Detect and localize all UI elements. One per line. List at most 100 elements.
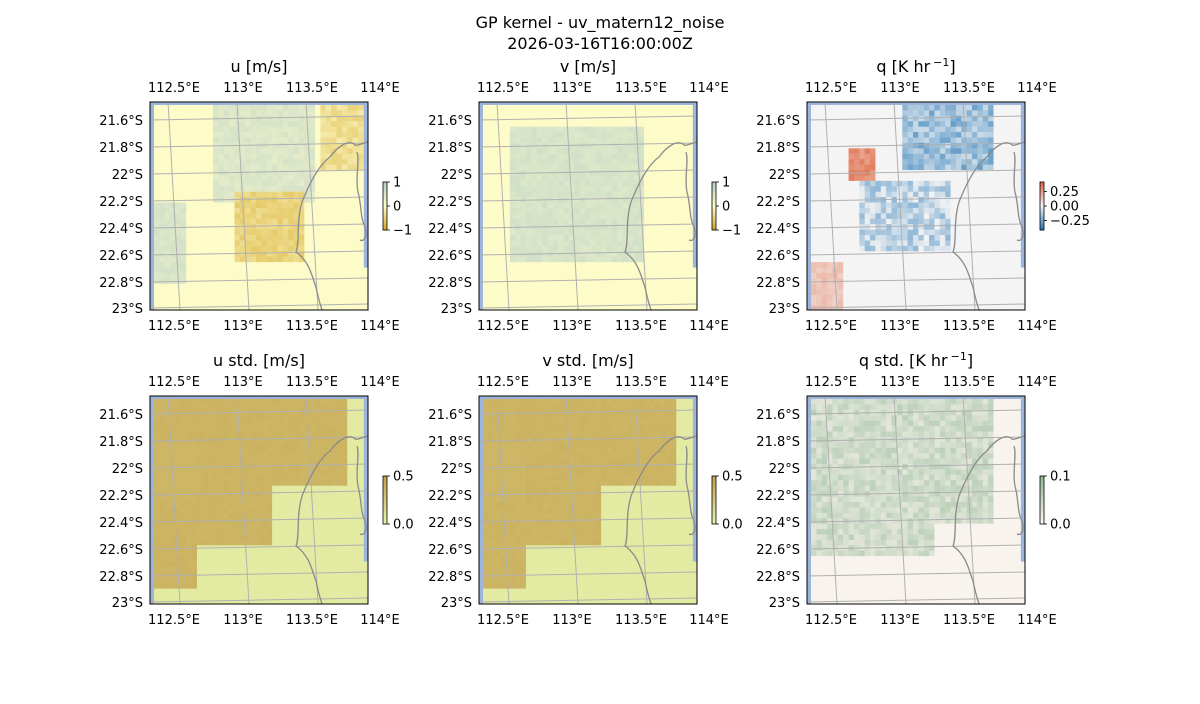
heatmap-cell: [612, 148, 618, 154]
heatmap-cell: [256, 437, 262, 443]
heatmap-cell: [865, 268, 871, 274]
heatmap-cell: [531, 165, 537, 171]
heatmap-cell: [854, 289, 860, 295]
heatmap-cell: [945, 186, 951, 192]
heatmap-cell: [601, 268, 607, 274]
heatmap-cell: [580, 203, 586, 209]
heatmap-cell: [245, 278, 251, 284]
heatmap-cell: [811, 116, 817, 122]
heatmap-cell: [261, 399, 267, 405]
heatmap-cell: [875, 251, 881, 257]
heatmap-cell: [816, 235, 822, 241]
heatmap-cell: [277, 192, 283, 198]
heatmap-cell: [644, 154, 650, 160]
heatmap-cell: [245, 246, 251, 252]
heatmap-cell: [283, 410, 289, 416]
heatmap-cell: [816, 143, 822, 149]
heatmap-cell: [902, 127, 908, 133]
heatmap-cell: [859, 175, 865, 181]
heatmap-cell: [547, 295, 553, 301]
heatmap-cell: [521, 230, 527, 236]
heatmap-cell: [687, 262, 693, 268]
heatmap-cell: [875, 262, 881, 268]
heatmap-cell: [542, 240, 548, 246]
heatmap-cell: [827, 203, 833, 209]
heatmap-cell: [197, 273, 203, 279]
heatmap-cell: [154, 410, 160, 416]
heatmap-cell: [617, 262, 623, 268]
heatmap-cell: [175, 219, 181, 225]
heatmap-cell: [934, 230, 940, 236]
heatmap-cell: [537, 132, 543, 138]
heatmap-cell: [175, 208, 181, 214]
heatmap-cell: [988, 110, 994, 116]
heatmap-cell: [639, 203, 645, 209]
heatmap-cell: [682, 110, 688, 116]
heatmap-cell: [315, 127, 321, 133]
heatmap-cell: [315, 432, 321, 438]
heatmap-cell: [649, 132, 655, 138]
heatmap-cell: [261, 159, 267, 165]
heatmap-cell: [623, 175, 629, 181]
heatmap-cell: [294, 404, 300, 410]
heatmap-cell: [558, 284, 564, 290]
heatmap-cell: [924, 208, 930, 214]
heatmap-cell: [666, 268, 672, 274]
heatmap-cell: [1015, 110, 1021, 116]
heatmap-cell: [617, 165, 623, 171]
heatmap-cell: [811, 127, 817, 133]
heatmap-cell: [192, 268, 198, 274]
heatmap-cell: [606, 110, 612, 116]
heatmap-cell: [655, 295, 661, 301]
heatmap-cell: [961, 219, 967, 225]
lon-tick-label: 112.5°E: [805, 81, 857, 96]
heatmap-cell: [934, 148, 940, 154]
heatmap-cell: [320, 208, 326, 214]
heatmap-cell: [347, 257, 353, 263]
heatmap-cell: [988, 208, 994, 214]
heatmap-cell: [504, 165, 510, 171]
heatmap-cell: [854, 213, 860, 219]
heatmap-cell: [913, 230, 919, 236]
heatmap-cell: [596, 175, 602, 181]
heatmap-cell: [929, 230, 935, 236]
heatmap-cell: [671, 300, 677, 306]
heatmap-cell: [951, 105, 957, 111]
heatmap-cell: [956, 181, 962, 187]
heatmap-cell: [929, 121, 935, 127]
heatmap-cell: [564, 235, 570, 241]
heatmap-cell: [892, 224, 898, 230]
heatmap-cell: [892, 127, 898, 133]
heatmap-cell: [951, 127, 957, 133]
heatmap-cell: [639, 154, 645, 160]
heatmap-cell: [299, 105, 305, 111]
heatmap-cell: [945, 208, 951, 214]
heatmap-cell: [902, 116, 908, 122]
heatmap-cell: [945, 230, 951, 236]
heatmap-cell: [644, 186, 650, 192]
heatmap-cell: [277, 300, 283, 306]
heatmap-cell: [961, 284, 967, 290]
heatmap-cell: [612, 175, 618, 181]
heatmap-cell: [299, 121, 305, 127]
heatmap-cell: [940, 110, 946, 116]
heatmap-cell: [218, 257, 224, 263]
heatmap-cell: [294, 165, 300, 171]
heatmap-cell: [320, 257, 326, 263]
heatmap-cell: [213, 181, 219, 187]
heatmap-cell: [940, 127, 946, 133]
heatmap-cell: [240, 219, 246, 225]
heatmap-cell: [628, 110, 634, 116]
heatmap-cell: [918, 295, 924, 301]
heatmap-cell: [558, 105, 564, 111]
heatmap-cell: [272, 289, 278, 295]
heatmap-cell: [606, 300, 612, 306]
heatmap-cell: [256, 213, 262, 219]
heatmap-cell: [870, 192, 876, 198]
heatmap-cell: [277, 432, 283, 438]
heatmap-cell: [590, 268, 596, 274]
heatmap-cell: [822, 143, 828, 149]
heatmap-cell: [277, 284, 283, 290]
heatmap-cell: [816, 170, 822, 176]
heatmap-cell: [526, 154, 532, 160]
